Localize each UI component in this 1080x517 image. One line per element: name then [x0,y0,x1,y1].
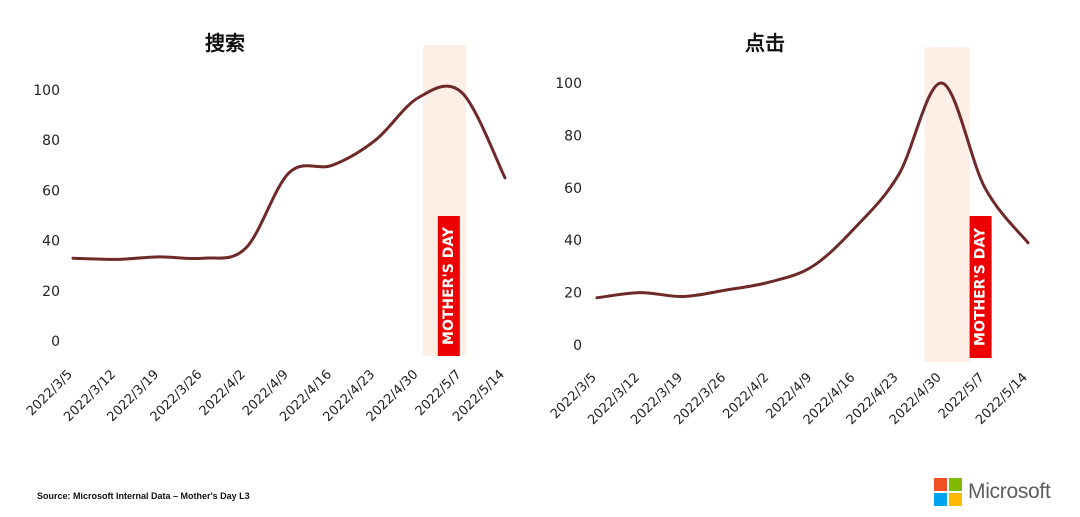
microsoft-brand: Microsoft [934,477,1051,507]
mothers-day-marker [969,216,992,358]
logo-square-yellow [949,493,962,506]
brand-name: Microsoft [968,480,1051,503]
logo-square-green [949,478,962,491]
y-tick-label: 60 [42,183,60,199]
logo-square-red [934,478,947,491]
microsoft-logo-icon [934,478,962,506]
clicks-chart: 点击 0 20 40 60 80 100 2022/3/5 2022/3/12 2022/3/19… [540,0,1080,470]
y-tick-label: 20 [564,286,582,302]
y-tick-label: 0 [51,334,60,350]
source-note: Source: Microsoft Internal Data – Mother… [37,491,250,501]
y-tick-label: 20 [42,284,60,300]
y-tick-label: 80 [564,128,582,144]
search-chart: 搜索 0 20 40 60 80 100 2022/3/5 2022/3/12 2022/3/19… [0,0,540,470]
logo-square-blue [934,493,947,506]
series-line [71,84,507,261]
clicks-chart-svg: 点击0204060801002022/3/52022/3/122022/3/19… [548,31,1031,428]
y-tick-label: 40 [42,234,60,250]
search-chart-svg: 搜索0204060801002022/3/52022/3/122022/3/19… [24,31,508,425]
x-tick-label: 2022/4/2 [720,370,772,422]
mothers-day-marker [437,216,460,356]
chart-title: 点击 [745,31,785,55]
y-tick-label: 100 [33,83,60,99]
series-line [595,81,1030,300]
highlight-band [924,47,970,362]
y-tick-label: 60 [564,181,582,197]
y-tick-label: 80 [42,133,60,149]
y-tick-label: 40 [564,233,582,249]
mothers-day-label: MOTHER'S DAY [973,227,989,346]
x-tick-label: 2022/4/2 [197,367,249,419]
y-tick-label: 100 [555,76,582,92]
mothers-day-label: MOTHER'S DAY [441,226,457,345]
chart-title: 搜索 [205,31,245,55]
y-tick-label: 0 [573,338,582,354]
